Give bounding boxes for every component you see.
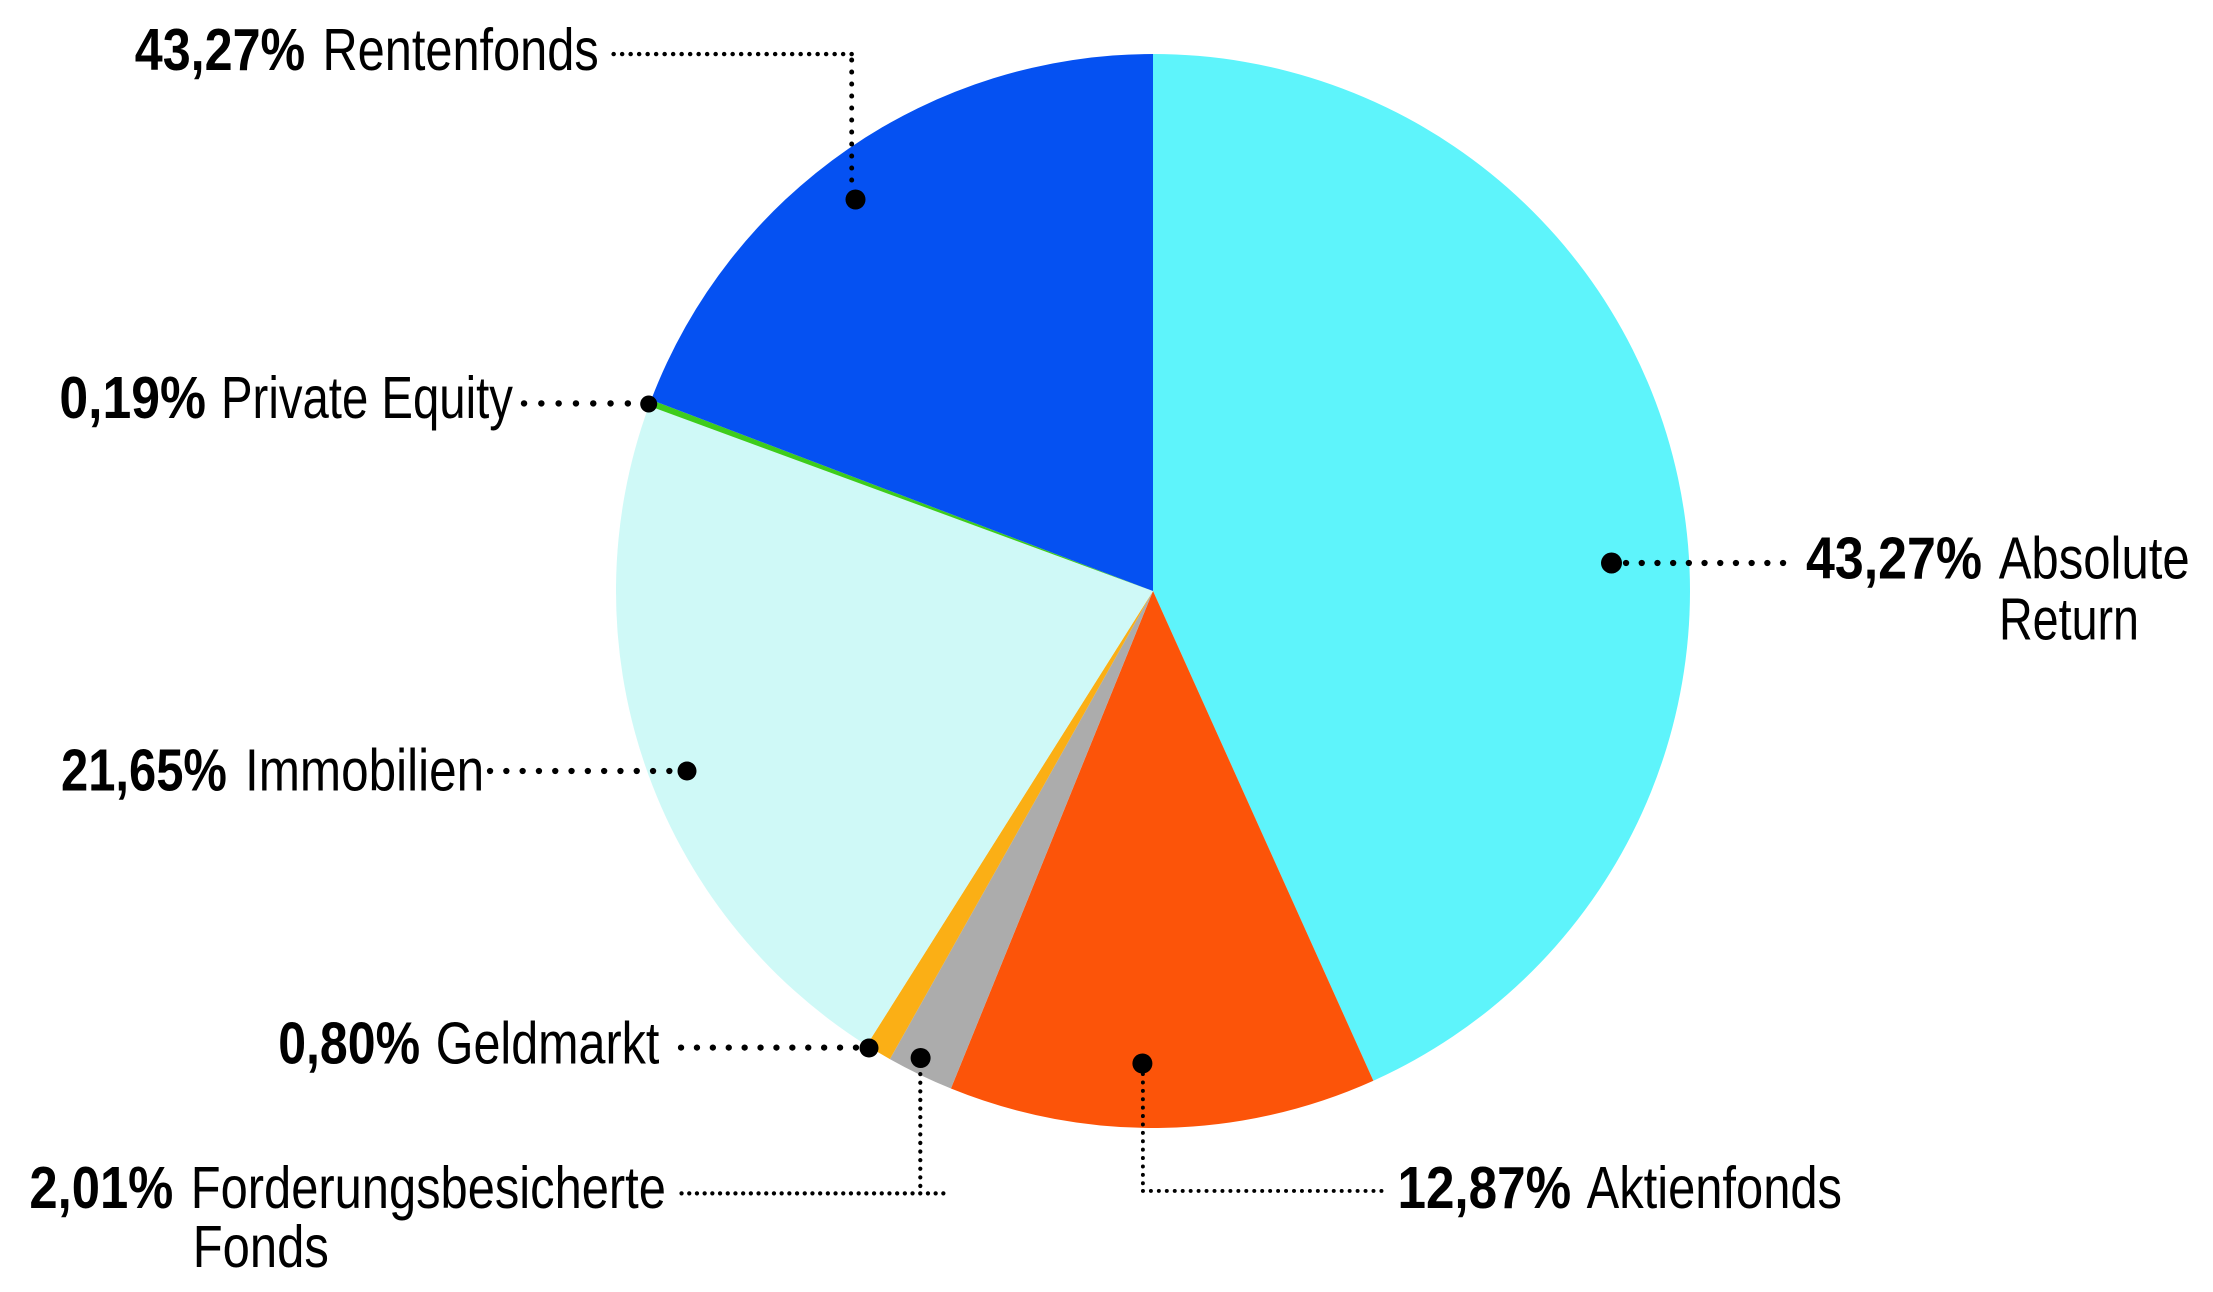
svg-text:Immobilien: Immobilien <box>245 738 484 804</box>
svg-text:12,87%: 12,87% <box>1398 1155 1572 1221</box>
svg-text:0,19%: 0,19% <box>59 365 206 431</box>
svg-text:Aktienfonds: Aktienfonds <box>1587 1155 1842 1221</box>
svg-text:43,27%: 43,27% <box>135 17 305 83</box>
svg-text:Forderungsbesicherte: Forderungsbesicherte <box>191 1155 666 1221</box>
svg-text:43,27%: 43,27% <box>1806 526 1982 592</box>
svg-text:0,80%: 0,80% <box>278 1011 420 1077</box>
svg-text:Geldmarkt: Geldmarkt <box>436 1011 660 1077</box>
svg-text:Absolute: Absolute <box>1999 526 2190 592</box>
svg-text:Return: Return <box>1999 586 2139 652</box>
svg-text:21,65%: 21,65% <box>61 738 227 804</box>
svg-text:2,01%: 2,01% <box>29 1155 173 1221</box>
svg-text:Rentenfonds: Rentenfonds <box>323 17 599 83</box>
svg-text:Private Equity: Private Equity <box>221 365 513 431</box>
svg-text:Fonds: Fonds <box>193 1214 329 1280</box>
